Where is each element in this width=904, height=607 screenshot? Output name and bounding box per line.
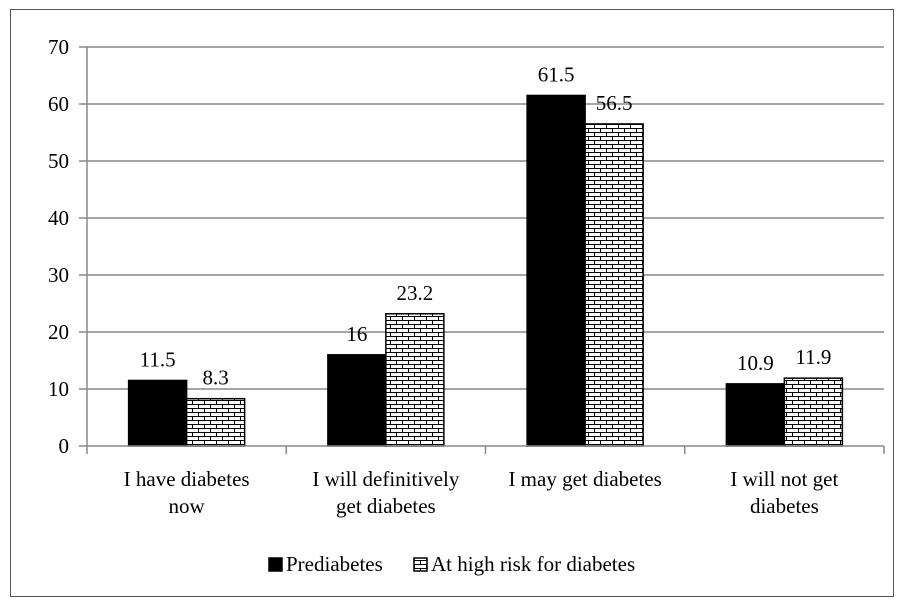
bar-prediabetes (327, 354, 387, 447)
category-label: now (169, 494, 206, 518)
data-label: 61.5 (538, 62, 575, 86)
bar-prediabetes (526, 94, 586, 447)
y-tick-label: 30 (48, 263, 69, 287)
category-label: I have diabetes (124, 467, 250, 491)
data-label: 16 (346, 322, 367, 346)
data-label: 56.5 (596, 91, 633, 115)
category-label: I may get diabetes (508, 467, 661, 491)
gridlines (87, 46, 884, 390)
bars (127, 94, 844, 447)
legend-label: At high risk for diabetes (431, 552, 635, 576)
data-label: 23.2 (397, 281, 434, 305)
labels: 0 10 20 30 40 50 60 70 11.5 8.3 I have diabetes now… (48, 35, 838, 518)
y-tick-label: 10 (48, 377, 69, 401)
data-label: 8.3 (203, 366, 229, 390)
data-label: 11.9 (795, 345, 831, 369)
legend: Prediabetes At high risk for diabetes (268, 552, 635, 576)
bar-high-risk (783, 377, 844, 447)
bar-high-risk (385, 313, 445, 447)
bar-prediabetes (127, 379, 188, 447)
bar-high-risk (185, 397, 246, 447)
legend-swatch-prediabetes (268, 557, 283, 572)
category-label: I will definitively (312, 467, 459, 491)
bar-high-risk (584, 123, 644, 447)
category-label: I will not get (730, 467, 838, 491)
category-label: get diabetes (336, 494, 436, 518)
y-tick-label: 20 (48, 320, 69, 344)
axes (79, 46, 885, 454)
legend-swatch-high-risk (413, 557, 428, 572)
legend-label: Prediabetes (286, 552, 383, 576)
y-tick-label: 50 (48, 149, 69, 173)
y-tick-label: 60 (48, 92, 69, 116)
y-tick-label: 40 (48, 206, 69, 230)
category-label: diabetes (750, 494, 819, 518)
chart-frame (10, 9, 894, 597)
data-label: 10.9 (737, 351, 774, 375)
data-label: 11.5 (140, 347, 176, 371)
bar-prediabetes (725, 383, 786, 447)
y-tick-label: 70 (48, 35, 69, 59)
y-tick-label: 0 (59, 434, 70, 458)
